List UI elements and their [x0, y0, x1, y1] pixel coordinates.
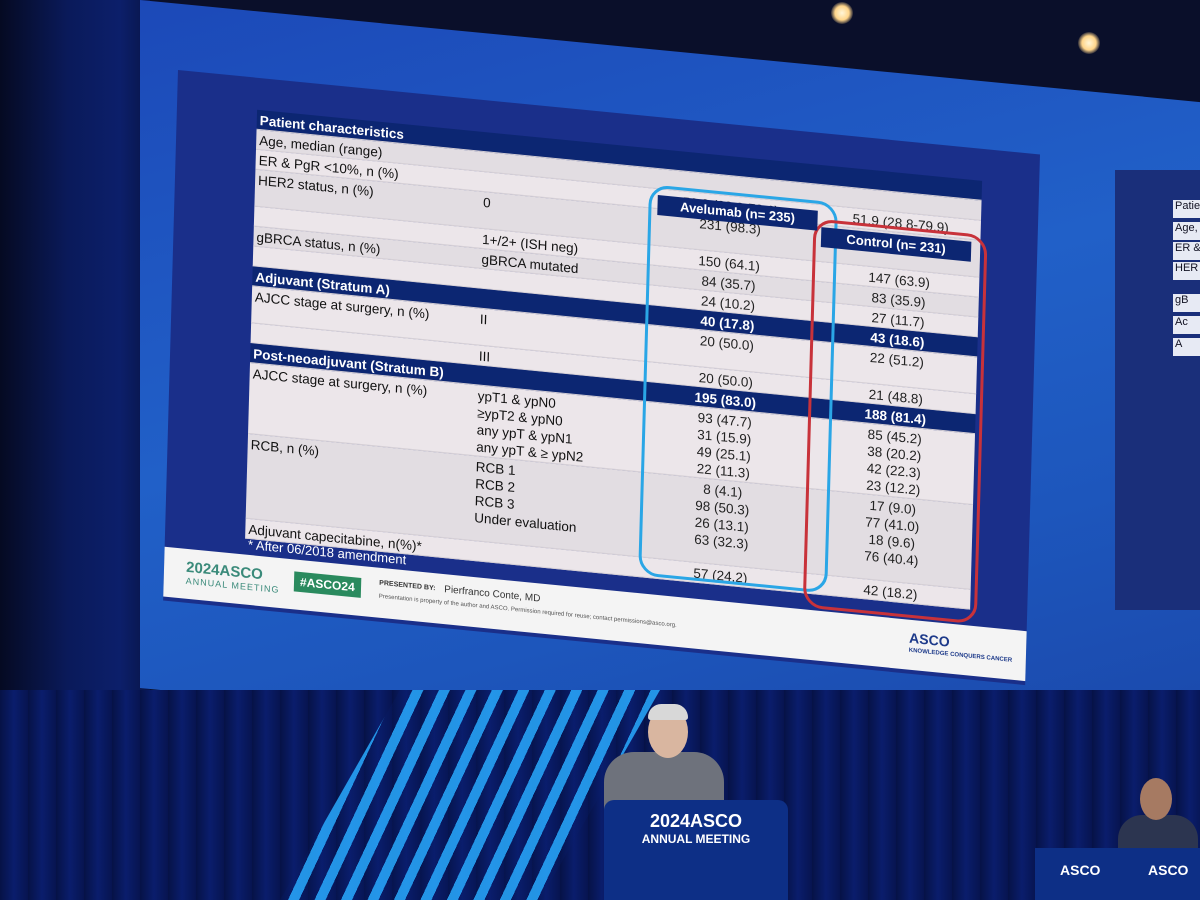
desk-logo-right: ASCO: [1148, 862, 1189, 878]
side-screen-row: HER: [1173, 262, 1200, 280]
row-sublabel: II: [479, 311, 488, 328]
side-screen: Patie Age, ER & HER gB Ac A: [1115, 170, 1200, 610]
row-sublabel: 0: [482, 194, 491, 211]
desk-logo-left: ASCO: [1060, 862, 1101, 878]
panelist-head: [1140, 778, 1172, 820]
side-screen-row: gB: [1173, 294, 1200, 312]
podium: 2024ASCO ANNUAL MEETING: [604, 800, 788, 900]
meeting-logo: 2024ASCO ANNUAL MEETING: [186, 559, 280, 595]
side-screen-row: ER &: [1173, 242, 1200, 260]
control-value: [827, 168, 977, 183]
row-sublabel: III: [478, 348, 491, 365]
side-screen-row: Patie: [1173, 200, 1200, 218]
side-screen-row: A: [1173, 338, 1200, 356]
avelumab-value: [657, 151, 807, 166]
podium-title: 2024ASCO: [649, 811, 743, 831]
asco-tagline: KNOWLEDGE CONQUERS CANCER: [908, 647, 1013, 664]
slide: Patient characteristics Age, median (rang…: [163, 70, 1040, 686]
ceiling-light-1: [831, 2, 853, 24]
podium-subtitle: ANNUAL MEETING: [641, 832, 751, 846]
speaker-hair: [648, 704, 688, 720]
side-screen-row: Age,: [1173, 222, 1200, 240]
hashtag-badge: #ASCO24: [293, 571, 362, 598]
control-column-highlight: [802, 218, 988, 625]
panel-desk: [1035, 848, 1200, 900]
ceiling-light-2: [1078, 32, 1100, 54]
asco-logo: ASCO: [908, 629, 950, 650]
podium-logo: 2024ASCO ANNUAL MEETING: [604, 812, 788, 848]
side-screen-row: Ac: [1173, 316, 1200, 334]
presented-by-label: PRESENTED BY:: [379, 579, 436, 593]
row-sublabel: Under evaluation: [474, 510, 577, 536]
row-label: RCB, n (%): [250, 437, 320, 459]
